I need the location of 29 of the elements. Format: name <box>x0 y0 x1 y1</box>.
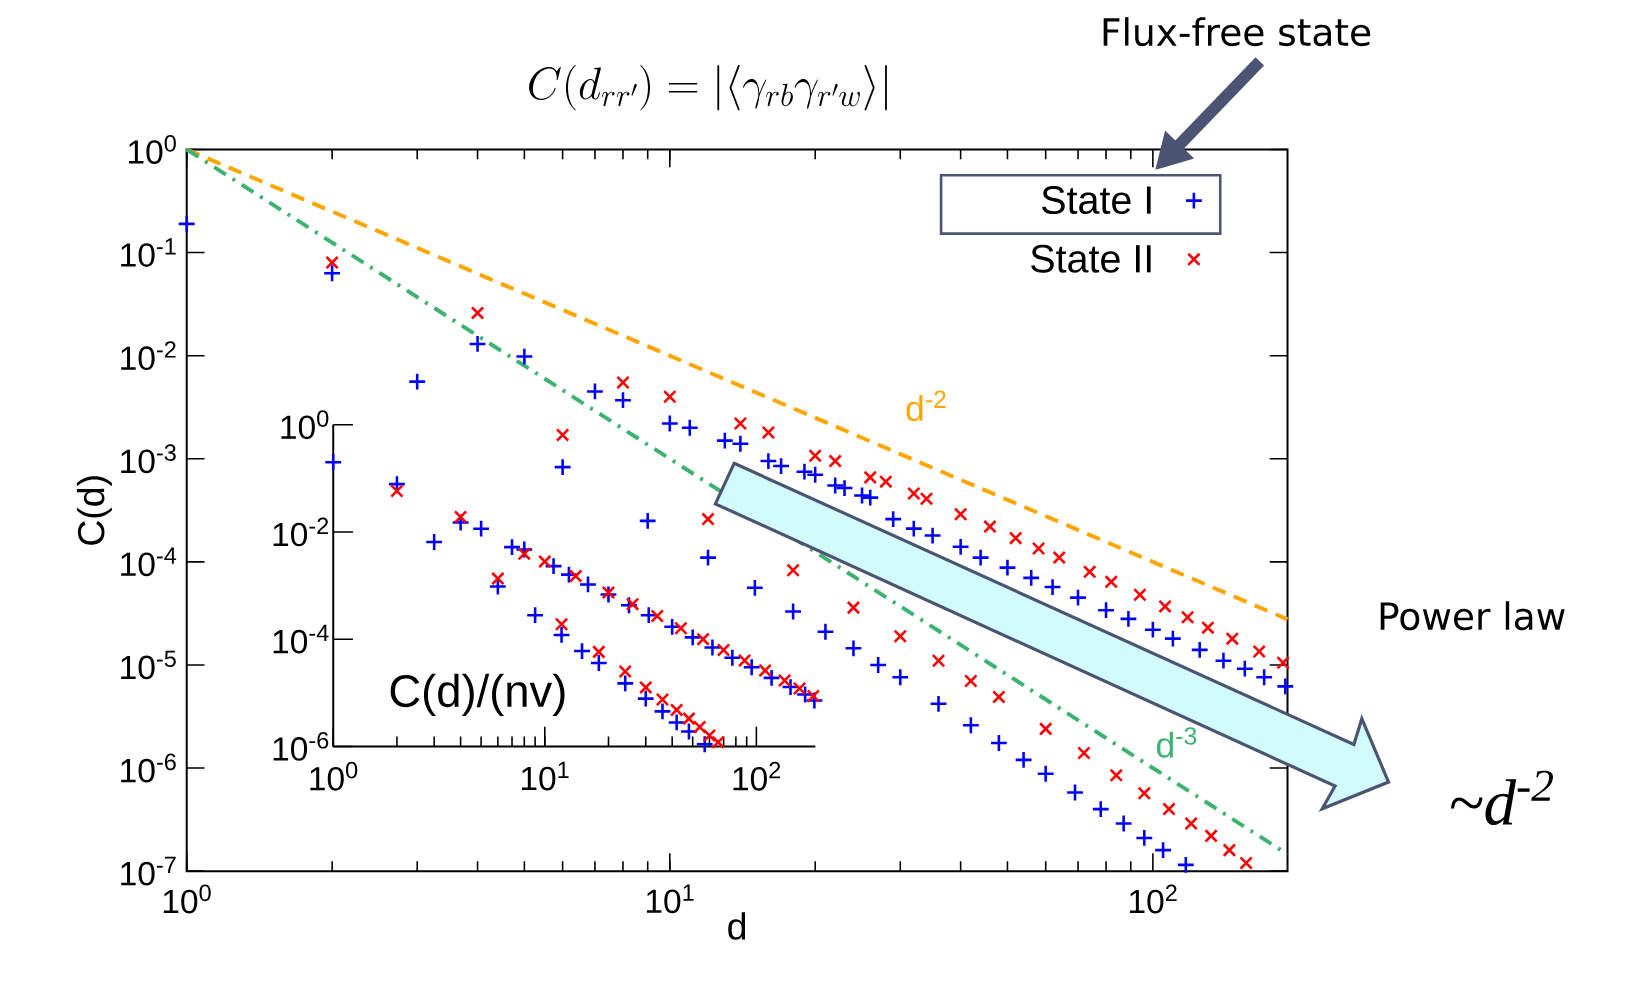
x-tick-label: 10$^{0}$ <box>310 761 358 791</box>
text: ~d$^{-2}$ <box>1450 770 1553 826</box>
y-tick-label: 10$^{0}$ <box>129 135 176 164</box>
legend-label: State II <box>1031 244 1151 273</box>
x-tick-label: 10$^{1}$ <box>646 884 694 914</box>
y-tick-label: 10$^{0}$ <box>281 410 329 440</box>
y-tick-label: 10$^{-2}$ <box>273 517 329 547</box>
y-tick-label: 10$^{-3}$ <box>121 444 176 474</box>
legend-label: State I <box>1042 186 1151 215</box>
y-tick-label: 10$^{-4}$ <box>121 547 177 577</box>
x-tick-label: 10$^{2}$ <box>1130 884 1177 914</box>
y-tick-label: 10$^{-6}$ <box>121 753 176 783</box>
annotation: d$^{-2}$ <box>906 390 946 422</box>
x-tick-label: 10$^{1}$ <box>521 761 569 791</box>
text: Flux-free state <box>1103 17 1371 47</box>
x-axis-title: d <box>728 912 746 940</box>
y-tick-label: 10$^{-7}$ <box>121 856 176 886</box>
y-axis-title: C(d) <box>76 476 112 545</box>
chart-title: $C(d_{rr'}) = |\langle\gamma_{rb}\gamma_{r'w}\rangle|$ <box>529 64 887 111</box>
x-tick-label: 10$^{2}$ <box>733 761 781 791</box>
text: Power law <box>1380 601 1565 631</box>
x-tick-label: 10$^{0}$ <box>163 884 211 914</box>
y-tick-label: 10$^{-4}$ <box>273 624 329 654</box>
annotation: d$^{-3}$ <box>1157 727 1197 758</box>
y-axis-title: C(d)/(nv) <box>390 673 565 717</box>
y-tick-label: 10$^{-1}$ <box>121 238 176 267</box>
y-tick-label: 10$^{-2}$ <box>121 341 176 371</box>
y-tick-label: 10$^{-6}$ <box>273 731 329 761</box>
y-tick-label: 10$^{-5}$ <box>121 650 176 680</box>
